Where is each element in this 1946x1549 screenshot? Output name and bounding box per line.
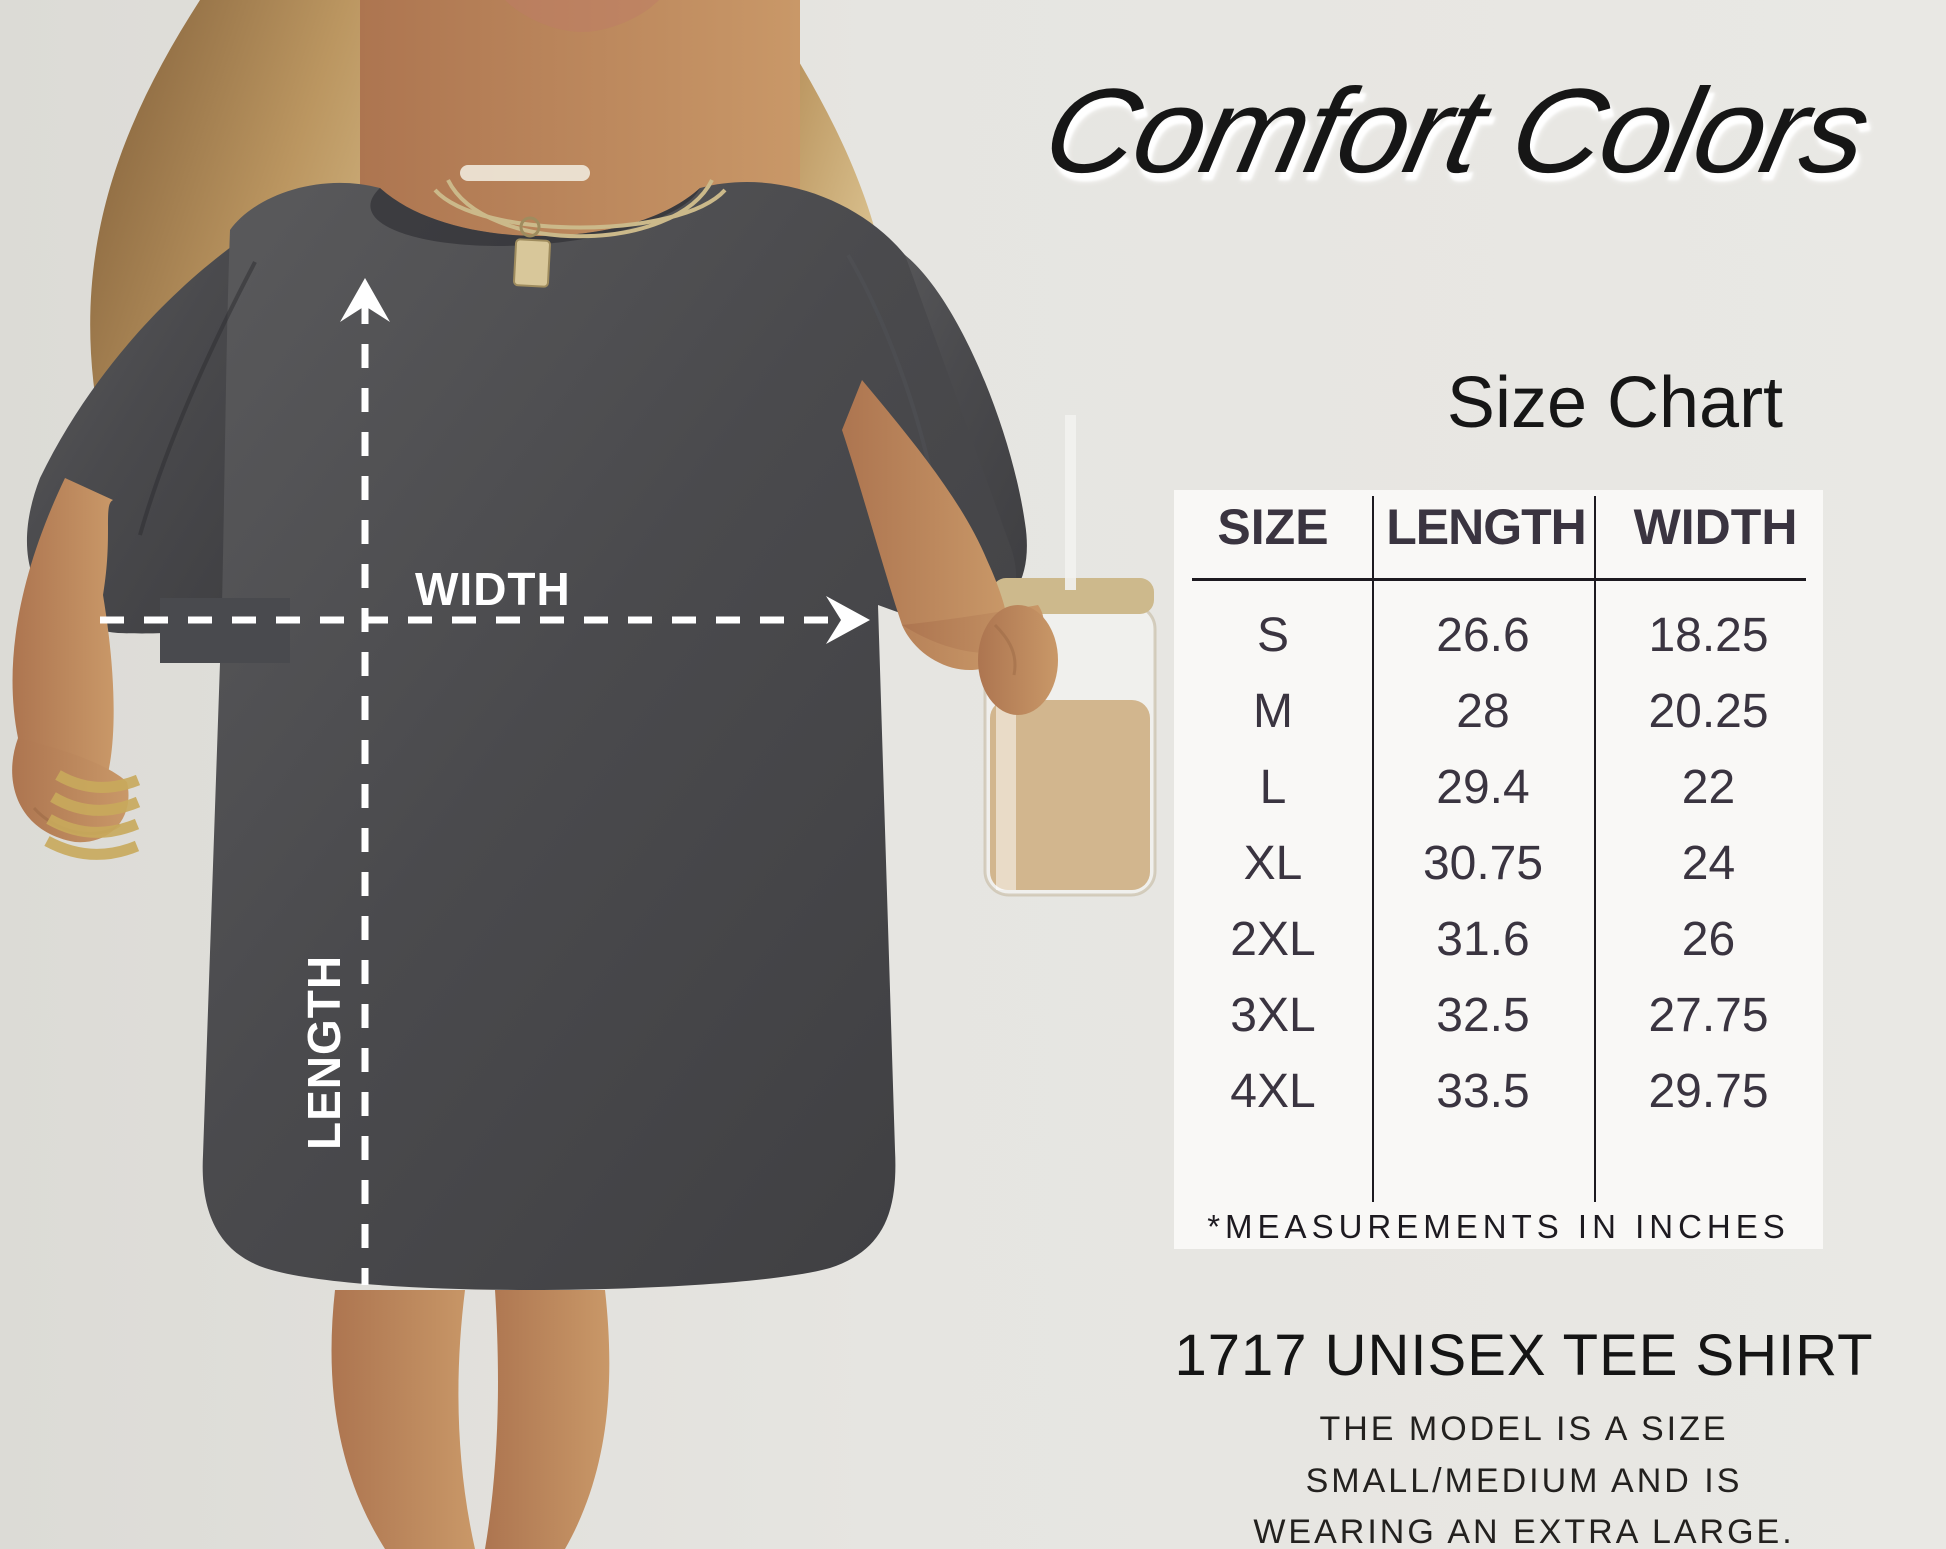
svg-text:LENGTH: LENGTH: [298, 955, 350, 1150]
svg-text:WIDTH: WIDTH: [415, 563, 571, 615]
